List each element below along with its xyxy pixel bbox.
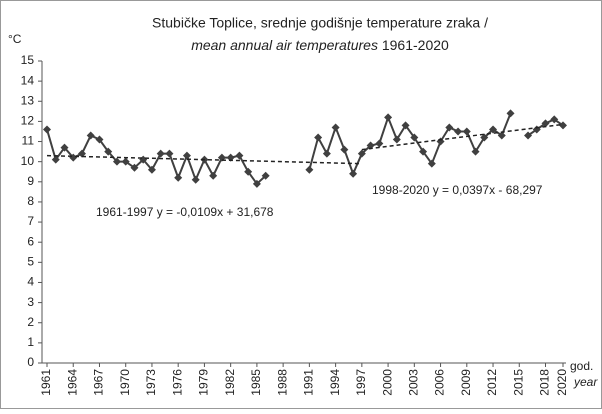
data-point [77,149,86,158]
x-tick-label: 1982 [223,369,237,396]
trend-label: 1961-1997 y = -0,0109x + 31,678 [96,205,274,219]
x-tick-label: 2018 [538,369,552,396]
data-point [104,147,113,156]
data-point [392,135,401,144]
x-tick-label: 1985 [249,369,263,396]
data-point [497,131,506,140]
data-point [427,159,436,168]
x-tick-label: 1976 [170,369,184,396]
data-point [401,121,410,130]
x-tick-label: 2006 [433,369,447,396]
trend-line [46,154,362,165]
y-tick-label: 14 [21,73,35,87]
data-point [471,147,480,156]
data-point [305,165,314,174]
data-point [86,131,95,140]
data-point [112,157,121,166]
x-tick-label: 1997 [354,369,368,396]
data-point [506,109,515,118]
data-point [331,123,340,132]
x-label: god. [570,359,593,373]
data-point [95,135,104,144]
chart-subtitle: mean annual air temperatures 1961-2020 [191,37,449,53]
y-tick-label: 1 [27,335,34,349]
x-tick-label: 2003 [406,369,420,396]
data-point [209,171,218,180]
x-tick-label: 1994 [328,369,342,396]
x-tick-label: 1973 [144,369,158,396]
data-point [165,149,174,158]
x-tick-label: 2012 [485,369,499,396]
y-tick-label: 12 [21,114,35,128]
y-tick-label: 2 [27,315,34,329]
y-tick-label: 6 [27,234,34,248]
x-tick-label: 1967 [92,369,106,396]
data-point [445,123,454,132]
data-point [419,147,428,156]
data-point [375,139,384,148]
data-point [559,121,567,130]
trend-line [361,123,564,151]
x-tick-label: 2009 [459,369,473,396]
data-point [43,125,51,134]
data-point [130,163,139,172]
data-point [480,133,489,142]
data-point [322,149,331,158]
data-point [524,131,533,140]
data-point [541,119,550,128]
y-tick-label: 7 [27,214,34,228]
data-point [60,143,69,152]
data-point [182,151,191,160]
x-tick-label: 1970 [118,369,132,396]
y-tick-label: 4 [27,275,34,289]
y-tick-label: 9 [27,174,34,188]
x-tick-label: 1991 [302,369,316,396]
y-tick-label: 8 [27,194,34,208]
data-point [244,167,253,176]
data-point [340,145,349,154]
y-tick-label: 3 [27,295,34,309]
y-tick-label: 10 [21,154,35,168]
y-tick-label: 13 [21,93,35,107]
x-tick-label: 1964 [65,369,79,396]
data-point [550,115,559,124]
y-tick-label: 11 [22,134,35,148]
data-point [156,149,165,158]
x-tick-label: 1961 [39,369,53,396]
data-point [147,165,156,174]
y-tick-label: 15 [21,53,35,67]
x-label-italic: year [573,375,598,389]
data-point [314,133,323,142]
trend-label: 1998-2020 y = 0,0397x - 68,297 [372,183,543,197]
data-point [235,151,244,160]
data-point [454,127,463,136]
subtitle-years: 1961-2020 [382,37,449,53]
x-tick-label: 1988 [275,369,289,396]
data-point [410,133,419,142]
data-point [191,175,200,184]
data-point [349,169,358,178]
x-tick-label: 2000 [380,369,394,396]
x-tick-label: 2015 [511,369,525,396]
data-point [51,155,60,164]
x-tick-label: 1979 [197,369,211,396]
subtitle-italic: mean annual air temperatures [191,37,378,53]
data-point [489,125,498,134]
y-tick-label: 5 [27,255,34,269]
data-point [384,113,393,122]
data-point [252,179,261,188]
x-tick-label: 2020 [555,369,569,396]
y-unit: °C [8,32,22,46]
chart-title: Stubičke Toplice, srednje godišnje tempe… [152,15,488,31]
y-tick-label: 0 [27,355,34,369]
data-point [532,125,541,134]
data-point [261,171,270,180]
data-point [462,127,471,136]
data-point [357,149,366,158]
data-point [174,173,183,182]
data-point [121,157,130,166]
